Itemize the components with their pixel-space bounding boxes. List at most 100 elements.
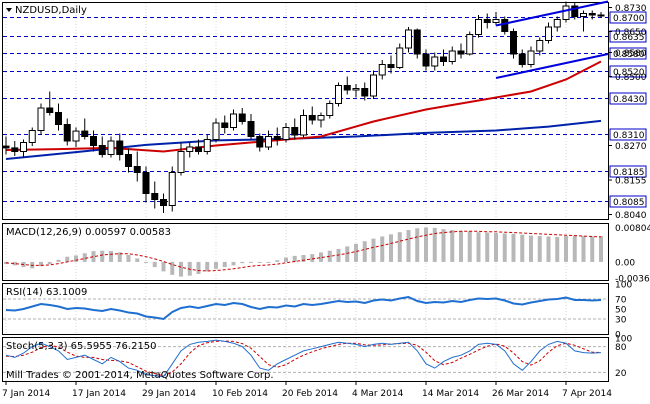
stoch-tick-label: 80 bbox=[615, 343, 627, 353]
channel-line bbox=[495, 53, 609, 79]
price-tick-label: 0.8040 bbox=[615, 211, 647, 221]
candle bbox=[396, 43, 404, 69]
candle bbox=[308, 106, 316, 125]
macd-panel bbox=[2, 223, 609, 281]
candle bbox=[588, 10, 596, 20]
macd-bar bbox=[441, 229, 446, 262]
candle-body bbox=[440, 56, 447, 62]
x-tick-label: 26 Mar 2014 bbox=[492, 389, 549, 399]
macd-bar bbox=[301, 255, 306, 262]
candle-body bbox=[116, 140, 124, 155]
rsi-tick-label: 70 bbox=[615, 296, 627, 306]
candle-body bbox=[422, 53, 430, 67]
macd-bar bbox=[555, 236, 560, 262]
candle bbox=[343, 76, 351, 95]
level-label: 0.8430 bbox=[613, 95, 645, 105]
macd-bar bbox=[459, 230, 463, 262]
candle bbox=[387, 55, 395, 74]
candle-body bbox=[203, 139, 211, 152]
candle bbox=[63, 118, 71, 146]
candle-body bbox=[475, 19, 482, 35]
macd-signal-line bbox=[5, 230, 602, 272]
price-tick-label: 0.8270 bbox=[615, 142, 647, 152]
candle-body bbox=[37, 107, 45, 131]
macd-bar bbox=[511, 233, 516, 262]
candle-body bbox=[518, 53, 526, 65]
macd-bar bbox=[529, 235, 533, 262]
macd-bar bbox=[310, 254, 315, 262]
candle-body bbox=[160, 199, 167, 206]
candle bbox=[28, 127, 36, 147]
macd-bar bbox=[284, 257, 288, 262]
macd-bar bbox=[380, 236, 385, 262]
candle bbox=[133, 151, 141, 182]
macd-bar bbox=[91, 251, 96, 262]
stoch-label: Stoch(5,3,3) 65.5955 76.2150 bbox=[6, 341, 157, 352]
candle-body bbox=[326, 103, 334, 116]
candle-body bbox=[107, 140, 115, 155]
macd-tick-label: 0.00 bbox=[615, 258, 635, 268]
rsi-tick-label: 50 bbox=[615, 306, 627, 316]
candle-body bbox=[133, 166, 141, 173]
candle bbox=[37, 103, 45, 135]
candle-body bbox=[265, 136, 272, 148]
candle bbox=[580, 10, 587, 32]
candle bbox=[440, 49, 447, 66]
candle-body bbox=[168, 172, 176, 206]
candle-body bbox=[483, 19, 491, 23]
level-label: 0.8580 bbox=[613, 50, 645, 60]
macd-bar bbox=[406, 230, 411, 262]
candle bbox=[378, 60, 386, 80]
macd-bar bbox=[152, 261, 157, 268]
candle-body bbox=[2, 145, 10, 149]
candle-body bbox=[230, 113, 237, 128]
candle bbox=[475, 15, 482, 38]
candle bbox=[195, 139, 202, 155]
candle-body bbox=[396, 47, 404, 68]
level-box bbox=[609, 165, 647, 178]
candle bbox=[81, 118, 89, 140]
candle bbox=[448, 46, 456, 65]
macd-bar bbox=[467, 231, 472, 262]
candle-body bbox=[256, 136, 264, 148]
candle bbox=[317, 112, 325, 128]
macd-bar bbox=[109, 251, 113, 262]
candle-body bbox=[300, 115, 307, 136]
macd-bar bbox=[56, 259, 61, 262]
macd-bar bbox=[415, 228, 420, 262]
stoch-tick-label: 100 bbox=[615, 335, 632, 345]
candle-body bbox=[501, 19, 509, 32]
candle bbox=[20, 139, 27, 158]
macd-bar bbox=[424, 227, 428, 262]
level-label: 0.8635 bbox=[613, 33, 645, 43]
macd-bar bbox=[144, 261, 148, 263]
candle-body bbox=[536, 40, 544, 52]
macd-bar bbox=[537, 236, 542, 262]
candle bbox=[370, 70, 377, 99]
candle-body bbox=[431, 56, 439, 67]
price-tick-label: 0.8155 bbox=[615, 177, 647, 187]
macd-bar bbox=[476, 232, 481, 262]
candle bbox=[413, 28, 421, 59]
macd-bar bbox=[100, 250, 105, 262]
macd-bar bbox=[240, 261, 245, 264]
dropdown-arrow-icon[interactable] bbox=[6, 8, 12, 12]
stoch-panel bbox=[2, 337, 609, 382]
candle bbox=[142, 166, 150, 203]
macd-bar bbox=[39, 261, 43, 267]
candle-body bbox=[553, 19, 561, 28]
macd-bar bbox=[319, 252, 323, 262]
candle bbox=[597, 12, 605, 18]
price-tick-label: 0.8580 bbox=[615, 49, 647, 59]
x-tick-label: 14 Mar 2014 bbox=[422, 389, 479, 399]
macd-bar bbox=[599, 236, 603, 262]
stoch-tick-label: 20 bbox=[615, 369, 627, 379]
candle bbox=[247, 114, 255, 140]
macd-bar bbox=[214, 261, 218, 269]
candle-body bbox=[405, 29, 412, 49]
candle bbox=[282, 123, 290, 143]
candle-body bbox=[527, 50, 535, 65]
macd-bar bbox=[266, 261, 271, 263]
macd-bar bbox=[494, 233, 498, 262]
macd-bar bbox=[546, 236, 551, 262]
